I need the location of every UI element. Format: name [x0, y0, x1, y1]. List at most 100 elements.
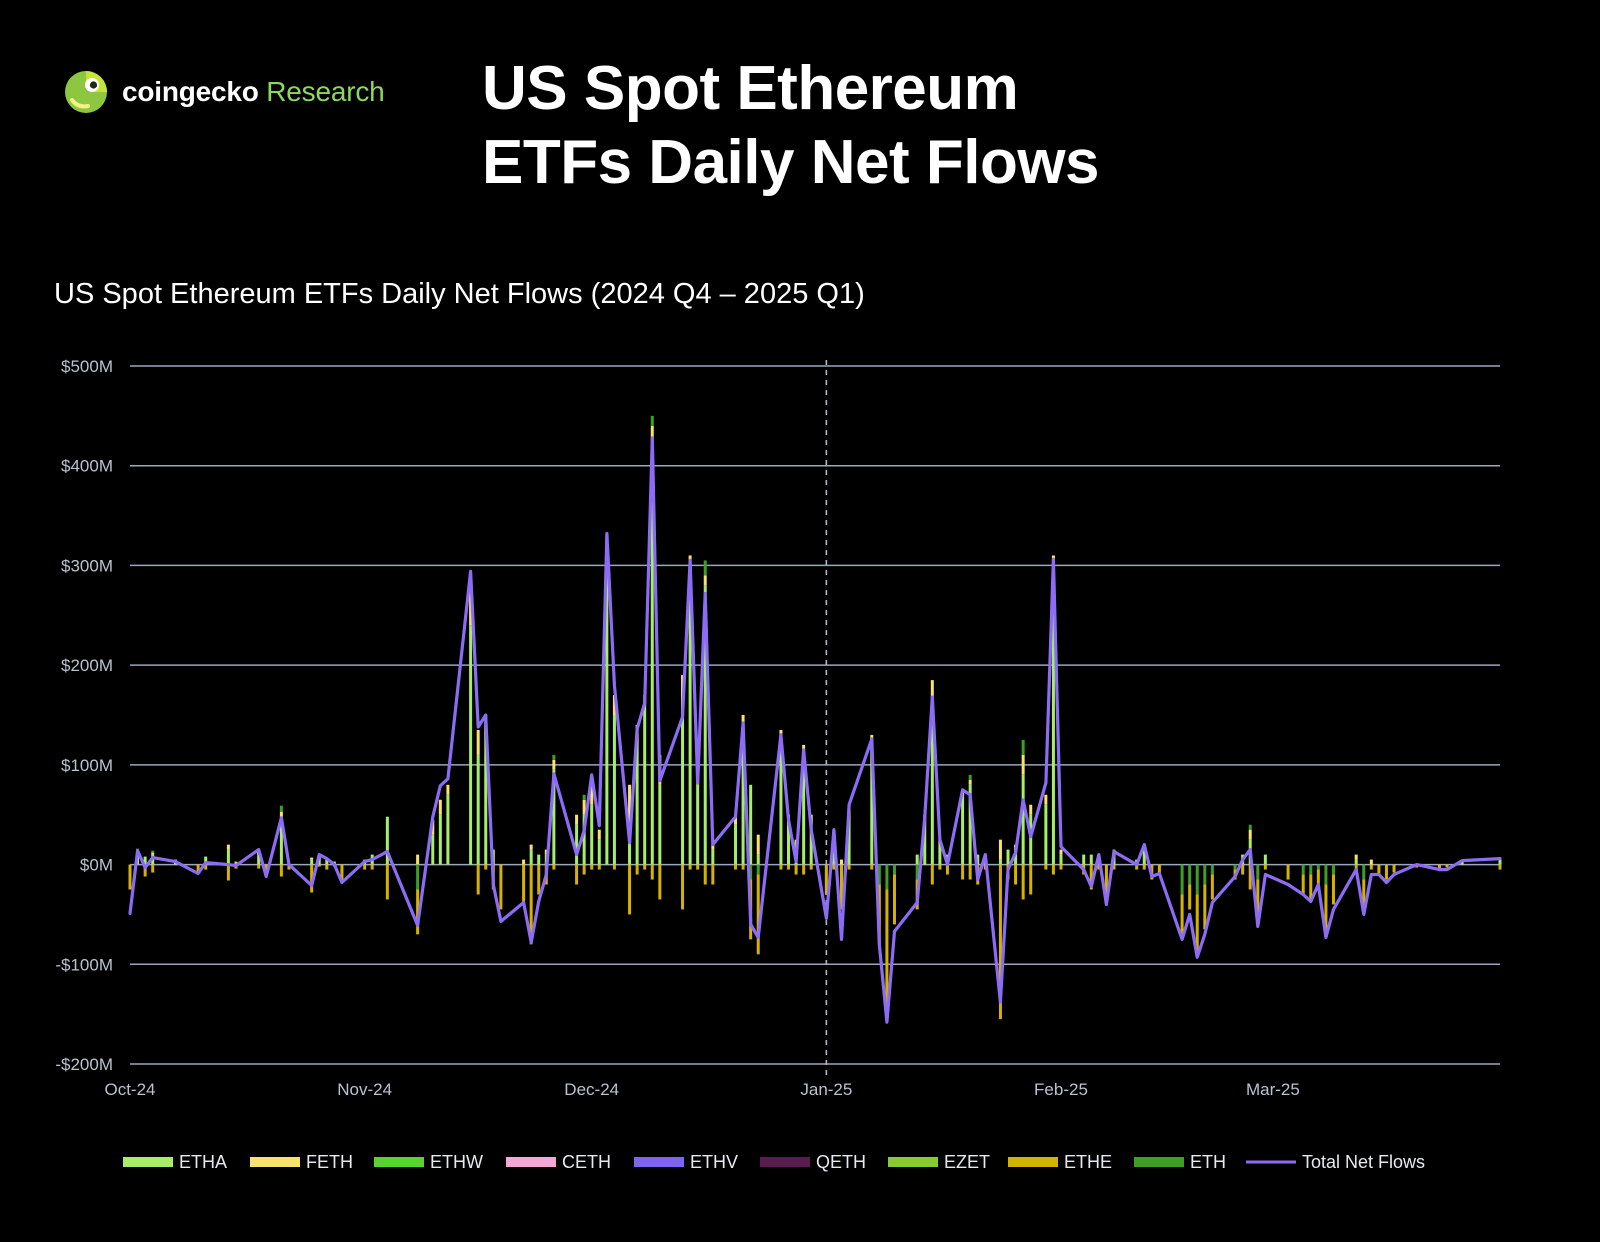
headline-line-1: US Spot Ethereum [482, 54, 1019, 123]
flow-bar-ethe [1157, 864, 1161, 875]
coingecko-logo-icon [65, 71, 107, 113]
legend-swatch [888, 1157, 938, 1167]
flow-bar-ethe [832, 864, 836, 870]
flow-bar-etha [612, 715, 616, 865]
flow-bar-ethe [612, 864, 616, 870]
flow-bar-eth [1180, 864, 1184, 895]
flow-bar-etha [650, 465, 654, 865]
flow-bar-ethe [1377, 864, 1381, 875]
flow-bar-etha [257, 854, 261, 865]
flow-bar-eth [885, 864, 889, 890]
flow-bar-eth [1021, 739, 1025, 755]
flow-bar-etha [779, 734, 783, 865]
flow-bar-ethe [1210, 874, 1214, 900]
flow-bar-etha [938, 844, 942, 865]
flow-bar-feth [968, 779, 972, 785]
flow-bar-feth [529, 844, 533, 850]
flow-bar-etha [1051, 575, 1055, 865]
flow-bar-eth [749, 864, 753, 880]
flow-bar-etha [930, 705, 934, 865]
flow-bar-ethe [1104, 864, 1108, 905]
brand-name-bold: coingecko [122, 76, 259, 107]
flow-bar-etha [143, 856, 147, 865]
flow-bar-eth [892, 864, 896, 875]
flow-bar-ethe [476, 864, 480, 895]
flow-bar-feth [779, 729, 783, 735]
flow-bar-ethe [1180, 894, 1184, 935]
flow-bar-feth [998, 839, 1002, 860]
flow-bar-eth [151, 850, 155, 853]
flow-bar-etha [1354, 859, 1358, 865]
flow-bar-etha [915, 854, 919, 865]
legend-swatch [506, 1157, 556, 1167]
flow-bar-eth [1233, 864, 1237, 870]
flow-bar-ethe [696, 864, 700, 870]
flow-bar-ethe [885, 889, 889, 1020]
flow-bar-eth [968, 774, 972, 780]
flow-bar-etha [681, 705, 685, 865]
flow-bar-ethe [1384, 864, 1388, 880]
legend-label: QETH [816, 1152, 866, 1172]
brand: coingecko Research [64, 70, 385, 114]
flow-bar-feth [226, 844, 230, 850]
flow-bar-ethe [582, 864, 586, 875]
flow-bar-etha [1082, 854, 1086, 865]
flow-bar-etha [1006, 849, 1010, 865]
flow-bar-ethe [1437, 864, 1441, 870]
flow-bar-etha [226, 849, 230, 865]
flow-bar-ethe [196, 864, 200, 873]
flow-bar-etha [575, 824, 579, 865]
flow-bar-etha [1059, 854, 1063, 865]
flow-bar-ethe [1445, 864, 1449, 868]
flow-bar-ethe [264, 864, 268, 875]
flow-bar-etha [597, 839, 601, 865]
flow-bar-etha [802, 754, 806, 865]
flow-bar-ethe [824, 864, 828, 895]
flow-bar-etha [1263, 854, 1267, 865]
flow-bar-feth [703, 575, 707, 586]
flow-bar-etha [234, 861, 238, 865]
flow-bar-etha [325, 859, 329, 865]
legend-label: EZET [944, 1152, 990, 1172]
flow-bar-feth [756, 834, 760, 855]
flow-bar-eth [416, 864, 420, 890]
flow-bar-ethe [1112, 864, 1116, 870]
flow-bar-ethe [204, 864, 208, 870]
flow-bar-ethe [643, 864, 647, 870]
flow-bar-ethe [363, 864, 367, 870]
flow-bar-ethe [1142, 864, 1146, 870]
flow-bar-etha [1014, 854, 1018, 865]
flow-bar-feth [590, 779, 594, 805]
legend-swatch [760, 1157, 810, 1167]
flow-bar-eth [279, 805, 283, 812]
flow-bar-ethe [968, 864, 972, 880]
brand-name-light: Research [266, 76, 385, 107]
flow-bar-ethe [1135, 864, 1139, 870]
flow-bar-etha [696, 784, 700, 865]
flow-bar-ethe [1241, 864, 1245, 875]
flow-bar-ethe [1021, 864, 1025, 900]
x-tick-label: Mar-25 [1246, 1080, 1300, 1099]
flow-bar-ethe [930, 864, 934, 885]
flow-bar-etha [1142, 849, 1146, 865]
flow-bar-ethe [385, 864, 389, 900]
flow-bar-ethe [734, 864, 738, 870]
flow-bar-eth [1362, 864, 1366, 880]
x-tick-label: Nov-24 [337, 1080, 392, 1099]
flow-bar-eth [1309, 864, 1313, 875]
flow-bar-ethe [1362, 879, 1366, 910]
flow-bar-etha [204, 856, 208, 865]
x-tick-label: Feb-25 [1034, 1080, 1088, 1099]
flow-bar-etha [756, 854, 760, 865]
flow-bar-ethe [151, 864, 155, 873]
flow-bar-ethe [1316, 869, 1320, 885]
flow-bar-ethe [961, 864, 965, 880]
flow-bar-feth [930, 680, 934, 706]
flow-bar-ethe [1195, 894, 1199, 955]
flow-bar-eth [1256, 864, 1260, 880]
flow-bar-etha [635, 744, 639, 865]
chart-title: US Spot Ethereum ETFs Daily Net Flows (2… [54, 278, 865, 310]
flow-bar-eth [877, 864, 881, 885]
flow-bar-ethe [226, 864, 230, 881]
flow-bar-feth [1059, 849, 1063, 855]
